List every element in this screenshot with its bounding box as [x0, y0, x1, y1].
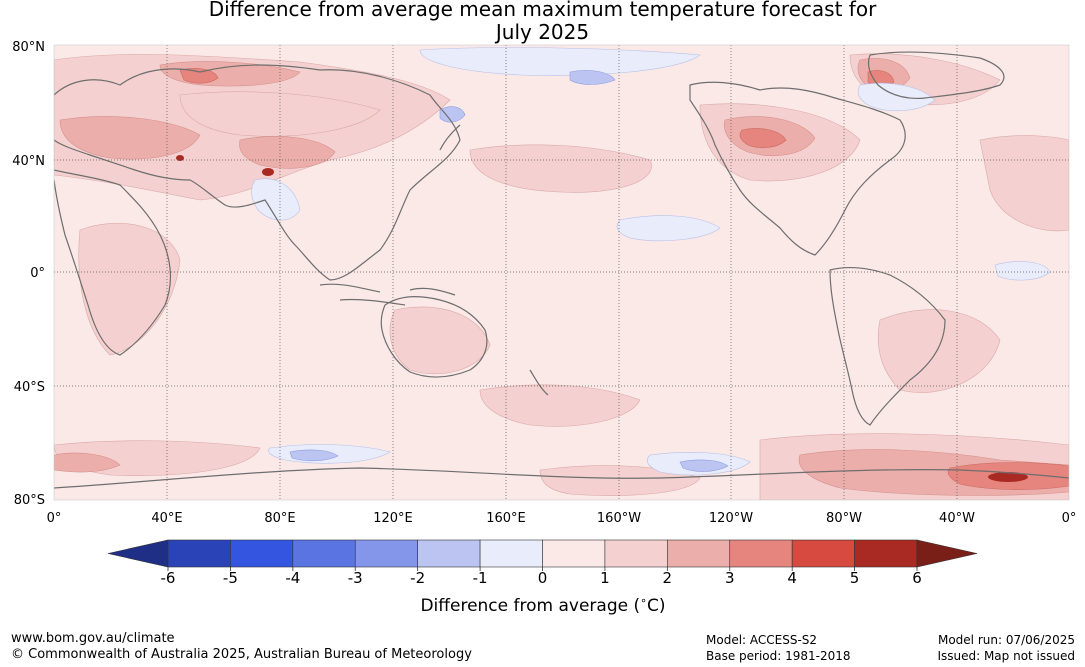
colorbar-segment — [604, 539, 668, 568]
colorbar-tick-label: -1 — [473, 569, 488, 587]
cold-zone-ross-sea — [679, 459, 729, 472]
longitude-label: 0° — [1062, 511, 1077, 526]
colorbar-tick-label: 0 — [538, 569, 548, 587]
coastline-north-america — [689, 81, 906, 256]
colorbar-tick-label: 4 — [787, 569, 797, 587]
cold-zone-southern-ocean — [289, 449, 339, 462]
source-url: www.bom.gov.au/climate — [11, 631, 175, 646]
colorbar-segment — [167, 539, 231, 568]
longitude-label: 120°E — [373, 511, 413, 526]
cold-zone-okhotsk — [439, 106, 466, 123]
longitude-label: 40°E — [151, 511, 182, 526]
hot-spot-himalaya — [262, 168, 274, 176]
colorbar-segment — [729, 539, 793, 568]
strong-anomaly-central-asia — [59, 116, 201, 160]
longitude-labels: 0° 40°E 80°E 120°E 160°E 160°W 120°W 80°W 40°W 0° — [47, 511, 1077, 526]
longitude-label: 160°W — [597, 511, 641, 526]
colorbar-segment — [791, 539, 855, 568]
coastline-indonesia — [319, 283, 456, 306]
longitude-label: 0° — [47, 511, 62, 526]
colorbar-tick-label: -5 — [223, 569, 238, 587]
colorbar-tick-label: 5 — [850, 569, 860, 587]
colorbar-tick-labels: -6 -5 -4 -3 -2 -1 0 1 2 3 4 5 6 — [161, 569, 922, 587]
colorbar-tick-label: 6 — [912, 569, 922, 587]
cool-zone-arctic — [419, 47, 701, 76]
cool-zone-india — [251, 178, 301, 221]
base-period: Base period: 1981-2018 — [706, 649, 851, 663]
very-strong-anomaly-russia — [179, 68, 219, 84]
cold-zone-arctic — [569, 70, 616, 85]
anomaly-zone-north-pacific — [469, 144, 652, 193]
colorbar-label: Difference from average (∘C) — [420, 594, 665, 616]
issued-status: Issued: Map not issued — [937, 649, 1075, 663]
hot-spot-antarctic — [988, 472, 1028, 482]
longitude-label: 40°W — [939, 511, 975, 526]
anomaly-zone-africa — [78, 223, 181, 356]
coastline-australia — [380, 296, 488, 378]
cool-zone-canada — [857, 82, 936, 112]
map-title-line-2: July 2025 — [495, 20, 590, 44]
hot-spot-caspian — [176, 155, 184, 161]
anomaly-zone-southern-ocean-mid — [539, 465, 701, 496]
colorbar-segment — [417, 539, 481, 568]
colorbar-segment — [479, 539, 543, 568]
graticule — [54, 45, 1069, 500]
longitude-label: 120°W — [709, 511, 753, 526]
coastline-greenland — [867, 51, 1005, 100]
cool-zone-atlantic — [994, 261, 1051, 281]
colorbar-arrow-high — [916, 539, 978, 568]
colorbar-tick-label: -3 — [348, 569, 363, 587]
colorbar-tick-label: -6 — [161, 569, 176, 587]
model-name: Model: ACCESS-S2 — [706, 633, 818, 647]
colorbar-tick-label: 1 — [600, 569, 610, 587]
latitude-label: 0° — [30, 266, 45, 281]
longitude-label: 80°E — [264, 511, 295, 526]
latitude-label: 40°S — [14, 380, 45, 395]
colorbar-tick-label: -2 — [410, 569, 425, 587]
longitude-label: 80°W — [826, 511, 862, 526]
colorbar — [107, 539, 978, 571]
coastline-antarctica — [54, 467, 1069, 489]
colorbar-tick-label: 3 — [725, 569, 735, 587]
colorbar-segment — [292, 539, 356, 568]
anomaly-zone-australia — [389, 306, 491, 375]
cool-zone-eastern-pacific — [616, 215, 721, 242]
anomaly-field — [54, 45, 1069, 500]
strong-anomaly-china — [239, 136, 336, 169]
map-title-line-1: Difference from average mean maximum tem… — [208, 0, 877, 21]
model-run: Model run: 07/06/2025 — [937, 633, 1075, 647]
colorbar-segment — [354, 539, 418, 568]
latitude-label: 80°N — [12, 40, 45, 55]
coastline-africa — [54, 169, 171, 356]
colorbar-tick-label: 2 — [663, 569, 673, 587]
colorbar-arrow-low — [107, 539, 169, 568]
longitude-label: 160°E — [486, 511, 526, 526]
coastlines — [54, 51, 1069, 489]
coastline-new-zealand — [529, 369, 549, 396]
anomaly-zone-south-pacific — [479, 384, 641, 427]
anomaly-zone-south-atlantic — [877, 309, 1001, 393]
latitude-labels: 80°N 40°N 0° 40°S 80°S — [12, 40, 45, 508]
coastline-south-america — [829, 266, 946, 426]
colorbar-tick-label: -4 — [285, 569, 300, 587]
colorbar-segment — [854, 539, 918, 568]
colorbar-segment — [542, 539, 606, 568]
copyright: © Commonwealth of Australia 2025, Austra… — [11, 647, 472, 662]
colorbar-segment — [230, 539, 294, 568]
latitude-label: 80°S — [14, 493, 45, 508]
colorbar-segment — [667, 539, 731, 568]
very-strong-anomaly-us — [739, 128, 787, 149]
coastline-europe-asia — [54, 64, 461, 281]
strong-anomaly-antarctic-west — [54, 452, 121, 473]
latitude-label: 40°N — [12, 154, 45, 169]
coastline-japan — [439, 124, 461, 151]
